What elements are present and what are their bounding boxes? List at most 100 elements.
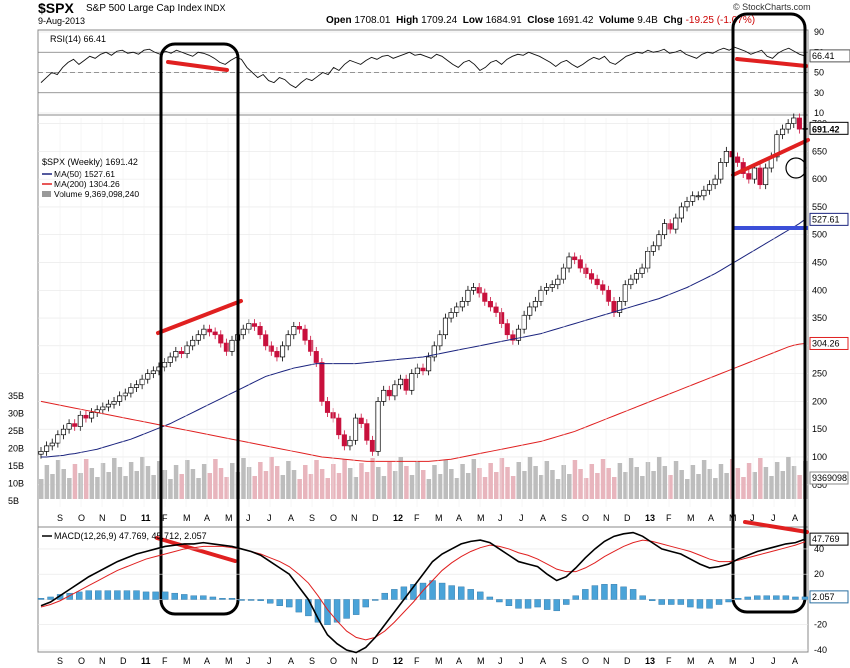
volume-bar xyxy=(718,464,724,499)
volume-bar xyxy=(724,473,729,499)
volume-bar xyxy=(555,479,561,499)
low-value: 1684.91 xyxy=(485,15,522,26)
price-tick-label: 250 xyxy=(812,369,827,379)
volume-bar xyxy=(432,465,437,499)
macd-histogram-bar xyxy=(744,596,751,600)
macd-histogram-value-label: 2.057 xyxy=(812,592,835,602)
volume-bar xyxy=(640,476,645,499)
candle-body xyxy=(100,406,106,411)
candle-body xyxy=(426,356,432,372)
price-x-tick-label: M xyxy=(477,513,485,523)
macd-x-tick-label: J xyxy=(519,656,524,666)
candle-body xyxy=(409,373,415,391)
candle-body xyxy=(145,373,151,380)
ma200-value-box xyxy=(809,336,849,350)
candle-body xyxy=(89,412,95,419)
candle-body xyxy=(358,417,364,424)
price-x-tick-label: N xyxy=(99,513,106,523)
volume-bar xyxy=(381,476,387,499)
price-x-tick-label: D xyxy=(372,513,379,523)
macd-histogram-bar xyxy=(438,582,446,600)
volume-tick-label: 15B xyxy=(8,461,24,471)
candle-body xyxy=(701,189,707,197)
macd-signal-line xyxy=(40,539,806,641)
price-x-tick-label: J xyxy=(519,513,524,523)
volume-tick-label: 35B xyxy=(8,391,24,401)
volume-bar xyxy=(123,476,128,499)
candle-body xyxy=(341,434,347,447)
macd-x-tick-label: 13 xyxy=(645,656,655,666)
volume-bar xyxy=(572,460,578,499)
volume-bar xyxy=(297,479,302,499)
candle-body xyxy=(751,167,757,180)
volume-bar xyxy=(95,477,100,499)
candle-body xyxy=(757,167,763,186)
candle-body xyxy=(684,201,690,208)
chart-annotations xyxy=(155,12,810,616)
price-x-tick-label: 13 xyxy=(645,513,655,523)
candle-body xyxy=(633,273,640,280)
macd-x-tick-label: A xyxy=(792,656,798,666)
price-x-tick-label: M xyxy=(435,513,443,523)
macd-histogram-bar xyxy=(582,589,589,600)
volume-bar xyxy=(398,457,404,499)
volume-bar xyxy=(612,477,617,499)
price-x-tick-label: A xyxy=(708,513,714,523)
price-x-tick-label: N xyxy=(603,513,610,523)
candle-body xyxy=(302,328,308,341)
volume-bar xyxy=(696,474,701,499)
price-x-tick-label: A xyxy=(456,513,462,523)
candle-body xyxy=(167,356,173,363)
ma50-line xyxy=(41,218,806,458)
volume-bar xyxy=(421,470,426,499)
volume-bar xyxy=(527,457,533,499)
candle-body xyxy=(499,312,505,324)
macd-histogram-bar xyxy=(773,595,780,600)
volume-bar xyxy=(449,469,454,499)
macd-x-tick-label: N xyxy=(603,656,610,666)
candle-body xyxy=(55,434,61,444)
macd-histogram-bar xyxy=(649,599,656,601)
volume-bar xyxy=(55,460,61,499)
volume-value-box xyxy=(809,471,849,485)
rsi-line xyxy=(40,46,806,89)
candle-body xyxy=(527,306,533,316)
volume-bar xyxy=(443,460,448,499)
candle-body xyxy=(420,367,426,372)
candle-body xyxy=(353,417,359,441)
candle-body xyxy=(66,423,72,430)
rsi-tick-label: 10 xyxy=(814,108,824,118)
volume-bar xyxy=(763,467,769,499)
macd-histogram-bar xyxy=(448,585,455,600)
macd-x-tick-label: A xyxy=(288,656,294,666)
candle-body xyxy=(779,128,786,136)
candle-body xyxy=(122,392,128,397)
macd-histogram-bar xyxy=(543,599,551,610)
macd-histogram-bar xyxy=(763,595,770,600)
candle-body xyxy=(617,301,623,313)
candle-body xyxy=(504,323,510,336)
volume-tick-label: 30B xyxy=(8,409,24,419)
macd-x-tick-label: J xyxy=(246,656,251,666)
candle-body xyxy=(459,301,465,308)
symbol-title: $SPX xyxy=(38,0,74,16)
macd-histogram-bar xyxy=(458,586,465,600)
volume-bar xyxy=(325,478,330,499)
price-x-tick-label: J xyxy=(246,513,251,523)
macd-x-tick-label: J xyxy=(750,656,755,666)
low-label: Low xyxy=(462,15,483,26)
macd-histogram-bar xyxy=(142,591,150,600)
price-x-tick-label: A xyxy=(204,513,210,523)
volume-bar xyxy=(578,469,583,499)
macd-histogram-bar xyxy=(333,599,341,623)
volume-bar xyxy=(201,464,207,499)
chart-date: 9-Aug-2013 xyxy=(38,16,86,26)
macd-histogram-bar xyxy=(343,599,350,619)
candle-body xyxy=(336,417,342,436)
candle-body xyxy=(414,367,420,374)
last-price-label: 691.42 xyxy=(812,124,840,134)
macd-histogram-bar xyxy=(66,592,73,600)
candle-body xyxy=(583,267,589,274)
volume-bar xyxy=(522,471,527,499)
candle-body xyxy=(218,334,224,344)
